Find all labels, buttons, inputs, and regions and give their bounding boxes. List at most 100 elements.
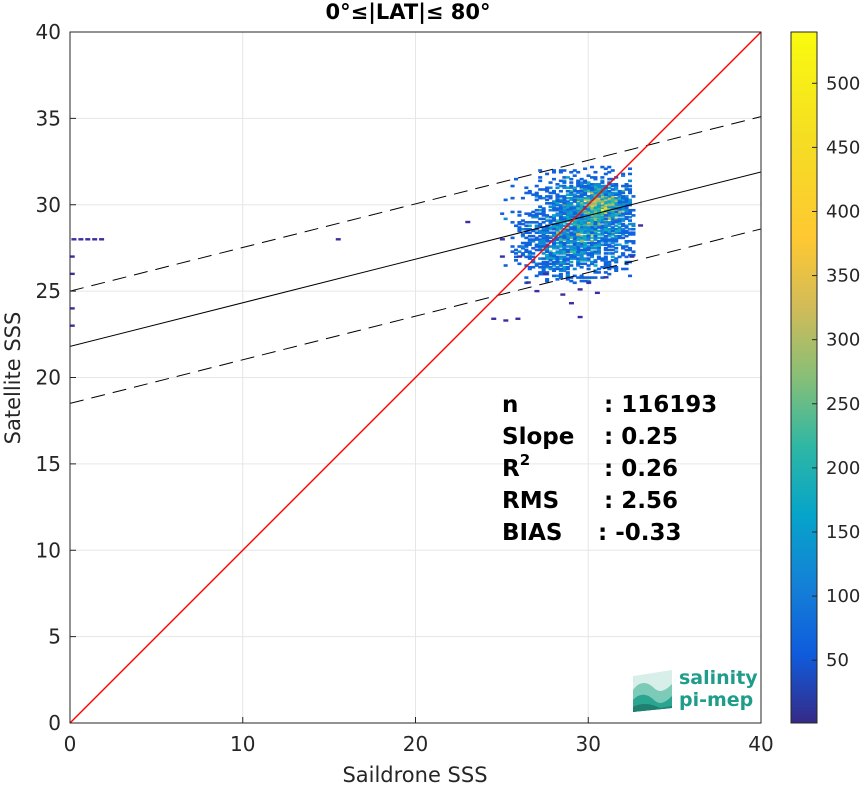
- density-cell: [569, 184, 574, 188]
- density-cell: [586, 208, 591, 212]
- density-cell: [614, 227, 619, 231]
- density-cell: [610, 212, 615, 215]
- density-cell: [538, 229, 543, 233]
- density-cell: [555, 260, 560, 264]
- density-cell: [538, 265, 543, 269]
- density-cell: [579, 202, 584, 205]
- density-cell: [624, 183, 629, 186]
- density-cell: [576, 195, 581, 198]
- density-cell: [576, 210, 581, 214]
- density-cell: [524, 212, 529, 215]
- density-cell: [603, 255, 608, 259]
- density-cell: [603, 205, 608, 209]
- density-cell: [579, 243, 584, 247]
- density-cell: [624, 262, 629, 266]
- density-cell: [572, 219, 577, 222]
- density-cell: [610, 259, 615, 262]
- colorbar: [790, 31, 818, 724]
- density-cell: [621, 246, 626, 250]
- density-cell: [527, 191, 532, 195]
- density-cell: [551, 234, 557, 238]
- density-cell: [562, 231, 567, 234]
- density-cell: [572, 208, 577, 212]
- density-cell: [538, 179, 543, 183]
- stray-point: [78, 238, 84, 241]
- density-cell: [545, 226, 550, 229]
- density-cell: [603, 217, 608, 221]
- density-cell: [558, 226, 563, 229]
- density-cell: [534, 231, 539, 234]
- density-cell: [593, 245, 598, 248]
- density-cell: [548, 226, 553, 229]
- density-cell: [579, 198, 584, 202]
- density-cell: [600, 188, 605, 191]
- density-cell: [593, 177, 598, 181]
- density-cell: [627, 227, 633, 231]
- density-cell: [583, 186, 588, 190]
- density-cell: [531, 246, 536, 250]
- stray-point: [586, 281, 592, 284]
- density-cell: [631, 250, 636, 253]
- density-cell: [565, 262, 570, 266]
- density-cell: [531, 234, 536, 238]
- density-cell: [572, 274, 577, 278]
- density-cell: [572, 195, 577, 198]
- density-cell: [551, 240, 557, 243]
- density-cell: [527, 252, 532, 255]
- density-cell: [603, 248, 608, 252]
- density-cell: [583, 257, 588, 260]
- density-cell: [607, 198, 612, 202]
- y-tick-label: 20: [36, 366, 61, 390]
- density-cell: [579, 276, 584, 279]
- stray-point: [71, 238, 77, 241]
- density-cell: [555, 262, 560, 266]
- density-cell: [565, 240, 570, 243]
- density-cell: [558, 224, 563, 228]
- density-cell: [603, 210, 608, 214]
- density-cell: [593, 193, 598, 196]
- density-cell: [572, 250, 577, 253]
- density-cell: [569, 236, 574, 240]
- stats-superscript: 2: [520, 451, 530, 469]
- density-cell: [527, 238, 532, 241]
- density-cell: [593, 231, 598, 234]
- density-cell: [531, 255, 536, 259]
- density-cell: [627, 219, 633, 222]
- density-cell: [569, 186, 574, 190]
- density-cell: [572, 281, 577, 285]
- density-cell: [541, 271, 546, 274]
- density-cell: [593, 186, 598, 190]
- density-cell: [527, 240, 532, 243]
- density-cell: [583, 222, 588, 226]
- density-cell: [617, 208, 622, 212]
- density-cell: [541, 188, 546, 191]
- density-cell: [617, 210, 622, 214]
- density-cell: [627, 188, 633, 191]
- density-cell: [579, 241, 584, 245]
- density-cell: [624, 205, 629, 209]
- density-cell: [569, 241, 574, 245]
- density-cell: [593, 176, 598, 179]
- density-cell: [572, 245, 577, 248]
- density-cell: [627, 172, 633, 176]
- density-cell: [569, 233, 574, 236]
- density-cell: [513, 224, 519, 228]
- density-cell: [565, 217, 570, 221]
- density-cell: [631, 253, 636, 257]
- density-cell: [558, 243, 563, 247]
- density-cell: [589, 212, 595, 215]
- density-cell: [538, 240, 543, 243]
- density-cell: [603, 271, 608, 274]
- density-cell: [596, 224, 601, 228]
- density-cell: [538, 272, 543, 276]
- density-cell: [513, 255, 519, 259]
- density-cell: [614, 224, 619, 228]
- density-cell: [631, 227, 636, 231]
- density-cell: [538, 246, 543, 250]
- density-cell: [596, 183, 601, 186]
- density-cell: [555, 207, 560, 210]
- density-cell: [576, 224, 581, 228]
- density-cell: [558, 212, 563, 215]
- stray-point: [85, 238, 91, 241]
- density-cell: [558, 170, 563, 174]
